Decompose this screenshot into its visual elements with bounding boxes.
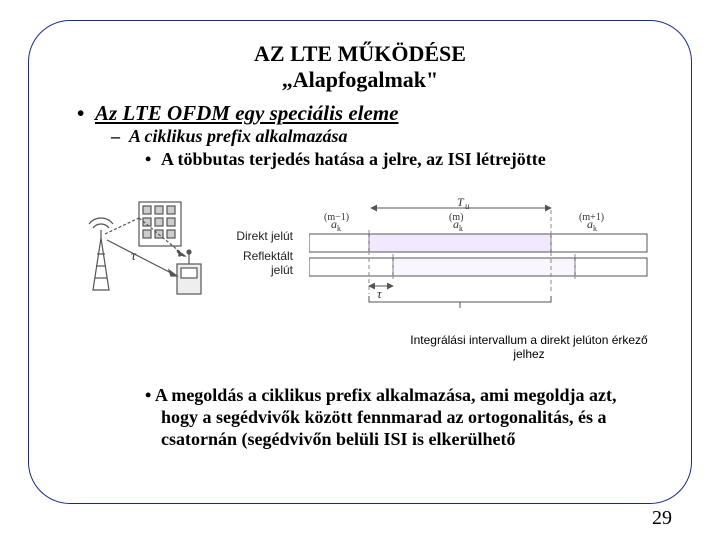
figure-row: τ Direkt jelút Reflektált jelút	[81, 194, 649, 361]
timeline-diagram: T u ak (m−1) ak (m) ak (m+1)	[309, 198, 649, 361]
svg-text:τ: τ	[377, 286, 383, 301]
multipath-diagram: τ	[81, 194, 211, 304]
path-labels: Direkt jelút Reflektált jelút	[227, 230, 293, 277]
reflected-path-label: Reflektált jelút	[227, 250, 293, 278]
bullet-level3: A többutas terjedés hatása a jelre, az I…	[145, 149, 649, 170]
svg-text:(m−1): (m−1)	[324, 212, 349, 223]
svg-text:T: T	[457, 198, 465, 209]
bullet-level2: A ciklikus prefix alkalmazása	[111, 126, 649, 147]
svg-text:(m+1): (m+1)	[579, 212, 604, 223]
svg-text:u: u	[465, 201, 470, 211]
bullet-level1: Az LTE OFDM egy speciális eleme	[77, 101, 649, 126]
svg-text:k: k	[337, 224, 341, 233]
slide-title-1: AZ LTE MŰKÖDÉSE	[71, 41, 649, 67]
slide-title-2: „Alapfogalmak"	[71, 67, 649, 93]
slide-frame: AZ LTE MŰKÖDÉSE „Alapfogalmak" Az LTE OF…	[28, 20, 692, 504]
tau-label: τ	[131, 249, 137, 264]
page-number: 29	[652, 507, 672, 530]
integration-caption: Integrálási intervallum a direkt jelúton…	[409, 333, 649, 361]
svg-text:k: k	[593, 224, 597, 233]
svg-text:(m): (m)	[449, 212, 463, 223]
direct-path-label: Direkt jelút	[227, 230, 293, 244]
solution-paragraph: A megoldás a ciklikus prefix alkalmazása…	[145, 385, 639, 451]
svg-text:k: k	[459, 224, 463, 233]
